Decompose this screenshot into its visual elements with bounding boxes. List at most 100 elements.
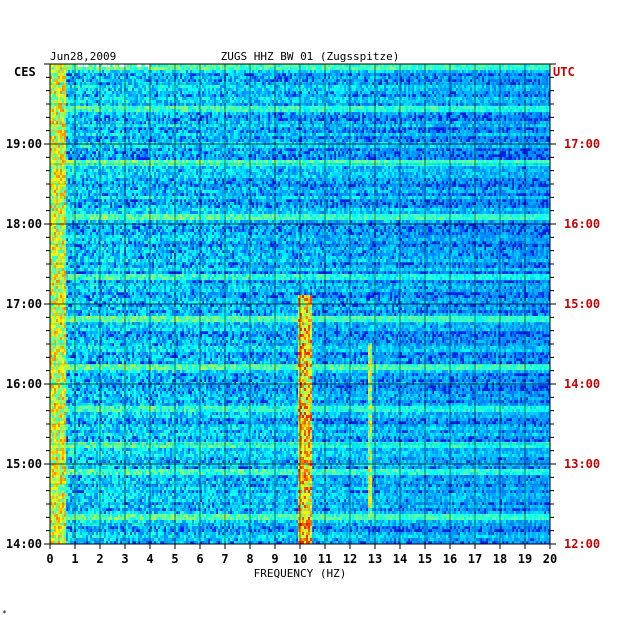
heatmap-cell bbox=[356, 67, 358, 70]
heatmap-cell bbox=[264, 79, 266, 82]
heatmap-cell bbox=[222, 79, 224, 82]
heatmap-cell bbox=[488, 94, 490, 97]
heatmap-cell bbox=[136, 79, 138, 82]
heatmap-cell bbox=[462, 85, 464, 88]
heatmap-cell bbox=[270, 85, 272, 88]
heatmap-cell bbox=[422, 85, 424, 88]
heatmap-cell bbox=[220, 100, 222, 103]
heatmap-cell bbox=[354, 70, 356, 73]
heatmap-cell bbox=[320, 88, 322, 91]
heatmap-cell bbox=[276, 94, 278, 97]
heatmap-cell bbox=[238, 91, 240, 94]
heatmap-cell bbox=[354, 85, 356, 88]
heatmap-cell bbox=[82, 67, 84, 70]
heatmap-cell bbox=[534, 67, 536, 70]
heatmap-cell bbox=[72, 82, 74, 85]
heatmap-cell bbox=[494, 94, 496, 97]
heatmap-cell bbox=[202, 100, 204, 103]
heatmap-cell bbox=[388, 67, 390, 70]
heatmap-cell bbox=[264, 82, 266, 85]
heatmap-cell bbox=[440, 88, 442, 91]
heatmap-cell bbox=[82, 88, 84, 91]
heatmap-cell bbox=[186, 76, 188, 79]
heatmap-cell bbox=[326, 94, 328, 97]
heatmap-cell bbox=[384, 82, 386, 85]
heatmap-cell bbox=[256, 100, 258, 103]
heatmap-cell bbox=[320, 94, 322, 97]
heatmap-cell bbox=[282, 88, 284, 91]
heatmap-cell bbox=[272, 88, 274, 91]
heatmap-cell bbox=[396, 76, 398, 79]
heatmap-cell bbox=[266, 70, 268, 73]
heatmap-cell bbox=[102, 91, 104, 94]
heatmap-cell bbox=[134, 100, 136, 103]
heatmap-cell bbox=[336, 82, 338, 85]
heatmap-cell bbox=[318, 94, 320, 97]
heatmap-cell bbox=[516, 76, 518, 79]
heatmap-cell bbox=[234, 85, 236, 88]
heatmap-cell bbox=[226, 70, 228, 73]
heatmap-cell bbox=[268, 85, 270, 88]
heatmap-cell bbox=[514, 97, 516, 100]
heatmap-cell bbox=[376, 76, 378, 79]
heatmap-cell bbox=[92, 100, 94, 103]
heatmap-cell bbox=[202, 82, 204, 85]
heatmap-cell bbox=[306, 97, 308, 100]
heatmap-cell bbox=[118, 79, 120, 82]
heatmap-cell bbox=[368, 79, 370, 82]
heatmap-cell bbox=[388, 79, 390, 82]
heatmap-cell bbox=[242, 91, 244, 94]
heatmap-cell bbox=[504, 82, 506, 85]
heatmap-cell bbox=[282, 91, 284, 94]
heatmap-cell bbox=[390, 88, 392, 91]
heatmap-cell bbox=[342, 82, 344, 85]
heatmap-cell bbox=[116, 76, 118, 79]
heatmap-cell bbox=[204, 85, 206, 88]
heatmap-cell bbox=[340, 94, 342, 97]
heatmap-cell bbox=[170, 70, 172, 73]
heatmap-cell bbox=[308, 67, 310, 70]
heatmap-cell bbox=[528, 94, 530, 97]
heatmap-cell bbox=[94, 76, 96, 79]
heatmap-cell bbox=[82, 73, 84, 76]
heatmap-cell bbox=[228, 94, 230, 97]
heatmap-cell bbox=[170, 76, 172, 79]
heatmap-cell bbox=[316, 100, 318, 103]
heatmap-cell bbox=[352, 97, 354, 100]
heatmap-cell bbox=[204, 97, 206, 100]
heatmap-cell bbox=[60, 88, 62, 91]
heatmap-cell bbox=[128, 97, 130, 100]
heatmap-cell bbox=[78, 100, 80, 103]
heatmap-cell bbox=[280, 67, 282, 70]
heatmap-cell bbox=[244, 82, 246, 85]
heatmap-cell bbox=[102, 85, 104, 88]
heatmap-cell bbox=[286, 73, 288, 76]
heatmap-cell bbox=[246, 94, 248, 97]
heatmap-cell bbox=[464, 85, 466, 88]
heatmap-cell bbox=[342, 73, 344, 76]
heatmap-cell bbox=[456, 91, 458, 94]
heatmap-cell bbox=[172, 76, 174, 79]
heatmap-cell bbox=[128, 82, 130, 85]
heatmap-cell bbox=[258, 94, 260, 97]
heatmap-cell bbox=[342, 70, 344, 73]
heatmap-cell bbox=[482, 67, 484, 70]
heatmap-cell bbox=[506, 88, 508, 91]
heatmap-cell bbox=[206, 76, 208, 79]
heatmap-cell bbox=[362, 79, 364, 82]
heatmap-cell bbox=[86, 97, 88, 100]
heatmap-cell bbox=[314, 67, 316, 70]
heatmap-cell bbox=[442, 85, 444, 88]
heatmap-cell bbox=[234, 76, 236, 79]
heatmap-cell bbox=[122, 91, 124, 94]
heatmap-cell bbox=[136, 94, 138, 97]
heatmap-cell bbox=[412, 88, 414, 91]
heatmap-cell bbox=[52, 70, 54, 73]
heatmap-cell bbox=[336, 91, 338, 94]
heatmap-cell bbox=[212, 67, 214, 70]
heatmap-cell bbox=[416, 88, 418, 91]
heatmap-cell bbox=[128, 100, 130, 103]
heatmap-cell bbox=[106, 70, 108, 73]
heatmap-cell bbox=[320, 67, 322, 70]
heatmap-cell bbox=[486, 70, 488, 73]
